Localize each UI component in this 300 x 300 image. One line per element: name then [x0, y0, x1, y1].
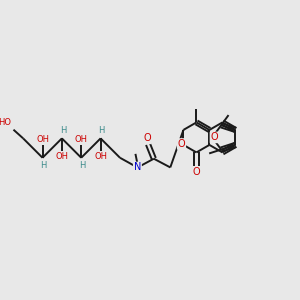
Text: HO: HO: [0, 118, 11, 127]
Text: H: H: [60, 126, 66, 135]
Text: H: H: [98, 126, 105, 135]
Text: N: N: [134, 162, 141, 172]
Text: O: O: [143, 134, 151, 143]
Text: OH: OH: [56, 152, 68, 161]
Text: O: O: [178, 139, 185, 149]
Text: OH: OH: [36, 135, 49, 144]
Text: OH: OH: [94, 152, 107, 161]
Text: H: H: [40, 161, 47, 170]
Text: OH: OH: [75, 135, 88, 144]
Text: O: O: [193, 167, 200, 177]
Text: H: H: [79, 161, 86, 170]
Text: O: O: [210, 132, 218, 142]
